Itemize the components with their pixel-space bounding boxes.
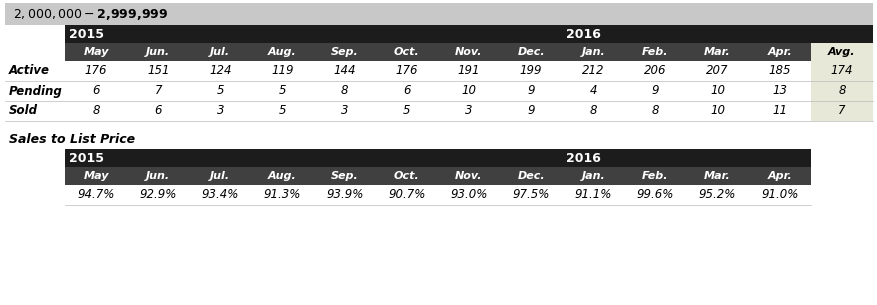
Text: 124: 124 — [209, 64, 232, 77]
Text: 6: 6 — [92, 84, 100, 98]
Text: May: May — [83, 47, 109, 57]
Text: Jan.: Jan. — [581, 47, 604, 57]
Text: 93.4%: 93.4% — [202, 188, 239, 202]
Text: 8: 8 — [340, 84, 348, 98]
Text: 2016: 2016 — [566, 27, 601, 41]
Text: 206: 206 — [644, 64, 666, 77]
Text: Mar.: Mar. — [703, 171, 731, 181]
Text: 212: 212 — [581, 64, 604, 77]
Bar — [65, 25, 872, 43]
Text: Mar.: Mar. — [703, 47, 731, 57]
Bar — [65, 149, 810, 167]
Text: 5: 5 — [279, 84, 286, 98]
Text: Sales to List Price: Sales to List Price — [9, 133, 135, 146]
Text: 5: 5 — [403, 105, 410, 117]
Text: Feb.: Feb. — [641, 171, 668, 181]
Text: 90.7%: 90.7% — [388, 188, 425, 202]
Text: 7: 7 — [838, 105, 845, 117]
Text: 176: 176 — [85, 64, 107, 77]
Text: 93.0%: 93.0% — [450, 188, 487, 202]
Text: 5: 5 — [217, 84, 224, 98]
Text: Aug.: Aug. — [267, 171, 296, 181]
Text: 6: 6 — [403, 84, 410, 98]
Bar — [65, 43, 872, 61]
Bar — [65, 167, 810, 185]
Text: 2016: 2016 — [566, 152, 601, 164]
Text: Sep.: Sep. — [331, 47, 358, 57]
Bar — [810, 61, 872, 81]
Text: 191: 191 — [457, 64, 480, 77]
Text: 185: 185 — [767, 64, 790, 77]
Text: $2,000,000 - $2,999,999: $2,000,000 - $2,999,999 — [13, 6, 168, 21]
Text: Dec.: Dec. — [517, 47, 545, 57]
Text: 5: 5 — [279, 105, 286, 117]
Text: 10: 10 — [709, 105, 724, 117]
Text: 176: 176 — [396, 64, 417, 77]
Text: 95.2%: 95.2% — [698, 188, 736, 202]
Text: 91.3%: 91.3% — [264, 188, 301, 202]
Text: Apr.: Apr. — [766, 47, 791, 57]
Text: 13: 13 — [772, 84, 787, 98]
Text: 8: 8 — [651, 105, 659, 117]
Text: 91.1%: 91.1% — [574, 188, 611, 202]
Text: Jan.: Jan. — [581, 171, 604, 181]
Text: 97.5%: 97.5% — [512, 188, 549, 202]
Text: 199: 199 — [519, 64, 542, 77]
Text: 119: 119 — [271, 64, 294, 77]
Text: 11: 11 — [772, 105, 787, 117]
Text: Nov.: Nov. — [455, 171, 482, 181]
Text: 9: 9 — [527, 84, 534, 98]
Text: Feb.: Feb. — [641, 47, 668, 57]
Text: 2015: 2015 — [69, 152, 103, 164]
Bar — [810, 101, 872, 121]
Text: 3: 3 — [340, 105, 348, 117]
Text: 8: 8 — [588, 105, 596, 117]
Text: Oct.: Oct. — [394, 47, 419, 57]
Text: Avg.: Avg. — [827, 47, 855, 57]
Text: 92.9%: 92.9% — [139, 188, 177, 202]
Text: Jul.: Jul. — [210, 47, 230, 57]
Text: 2015: 2015 — [69, 27, 103, 41]
Text: 94.7%: 94.7% — [77, 188, 115, 202]
Text: 174: 174 — [830, 64, 852, 77]
Text: 151: 151 — [146, 64, 169, 77]
Text: Dec.: Dec. — [517, 171, 545, 181]
Text: 7: 7 — [154, 84, 161, 98]
Text: Jul.: Jul. — [210, 171, 230, 181]
Text: 8: 8 — [838, 84, 845, 98]
Text: Active: Active — [9, 64, 50, 77]
Text: Nov.: Nov. — [455, 47, 482, 57]
Text: 91.0%: 91.0% — [760, 188, 797, 202]
Text: 3: 3 — [465, 105, 472, 117]
Text: 207: 207 — [706, 64, 728, 77]
Text: 4: 4 — [588, 84, 596, 98]
Bar — [810, 43, 872, 61]
Text: 8: 8 — [92, 105, 100, 117]
Text: Pending: Pending — [9, 84, 62, 98]
Text: Sold: Sold — [9, 105, 38, 117]
Text: Jun.: Jun. — [146, 171, 170, 181]
Text: 10: 10 — [461, 84, 476, 98]
Text: 9: 9 — [651, 84, 659, 98]
Text: Jun.: Jun. — [146, 47, 170, 57]
Text: 10: 10 — [709, 84, 724, 98]
Bar — [810, 81, 872, 101]
Text: 6: 6 — [154, 105, 161, 117]
Text: 3: 3 — [217, 105, 224, 117]
Text: 93.9%: 93.9% — [325, 188, 363, 202]
Text: 99.6%: 99.6% — [636, 188, 674, 202]
Text: May: May — [83, 171, 109, 181]
Text: 144: 144 — [333, 64, 355, 77]
Text: Aug.: Aug. — [267, 47, 296, 57]
Text: Apr.: Apr. — [766, 171, 791, 181]
Text: Sep.: Sep. — [331, 171, 358, 181]
Text: Oct.: Oct. — [394, 171, 419, 181]
Bar — [5, 3, 872, 25]
Text: 9: 9 — [527, 105, 534, 117]
